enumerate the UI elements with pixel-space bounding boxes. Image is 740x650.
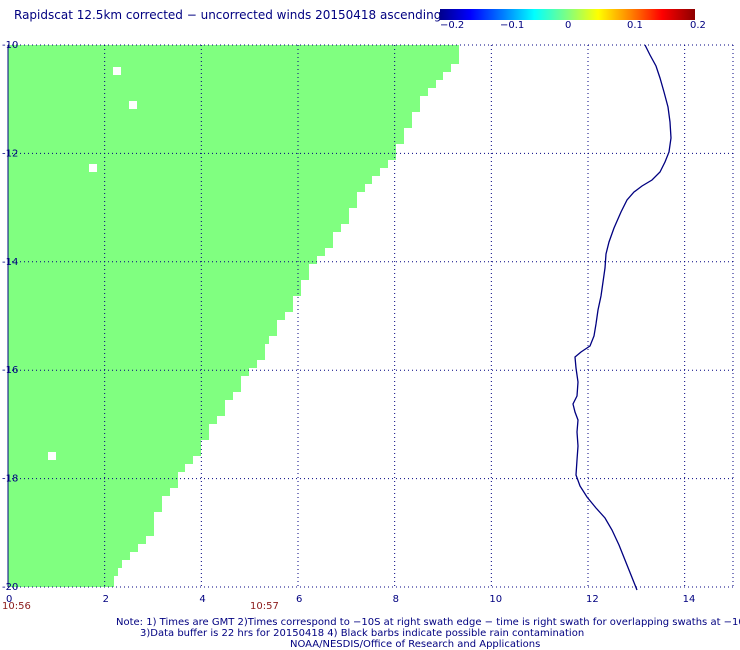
note-line-3: NOAA/NESDIS/Office of Research and Appli… <box>290 639 541 650</box>
y-tick-label: -12 <box>2 148 18 159</box>
note-line-1: Note: 1) Times are GMT 2)Times correspon… <box>116 617 740 628</box>
x-tick-label: 2 <box>103 594 109 605</box>
swath-area <box>8 45 459 587</box>
colorbar-tick-label: 0.1 <box>627 20 643 31</box>
missing-data-cell <box>48 452 56 460</box>
y-tick-label: -16 <box>2 365 18 376</box>
colorbar <box>440 9 695 20</box>
x-tick-label: 0 <box>6 594 12 605</box>
x-tick-label: 10 <box>489 594 502 605</box>
missing-data-cell <box>113 67 121 75</box>
note-line-2: 3)Data buffer is 22 hrs for 20150418 4) … <box>140 628 585 639</box>
wind-swath <box>8 45 459 587</box>
missing-data-cell <box>129 101 137 109</box>
lat-lon-grid <box>7 44 734 588</box>
axis-labels: 0 2 4 6 8 10 12 14 -10 -12 -14 -16 -18 -20 10:56 10:57 <box>2 40 695 612</box>
x-tick-label: 14 <box>683 594 696 605</box>
coastline <box>572 44 672 591</box>
colorbar-tick-label: −0.1 <box>500 20 525 31</box>
y-tick-label: -18 <box>2 474 18 485</box>
x-tick-label: 4 <box>199 594 205 605</box>
time-label: 10:57 <box>250 601 279 612</box>
x-tick-label: 8 <box>393 594 399 605</box>
time-label: 10:56 <box>2 601 31 612</box>
map-title: Rapidscat 12.5km corrected − uncorrected… <box>14 8 442 22</box>
colorbar-tick-label: 0.2 <box>690 20 706 31</box>
colorbar-tick-label: 0 <box>565 20 572 31</box>
missing-data-cell <box>89 164 97 172</box>
y-tick-label: -10 <box>2 40 18 51</box>
y-tick-label: -20 <box>2 582 18 593</box>
colorbar-tick-label: −0.2 <box>440 20 465 31</box>
x-tick-label: 12 <box>586 594 599 605</box>
y-tick-label: -14 <box>2 257 18 268</box>
x-tick-label: 6 <box>296 594 302 605</box>
